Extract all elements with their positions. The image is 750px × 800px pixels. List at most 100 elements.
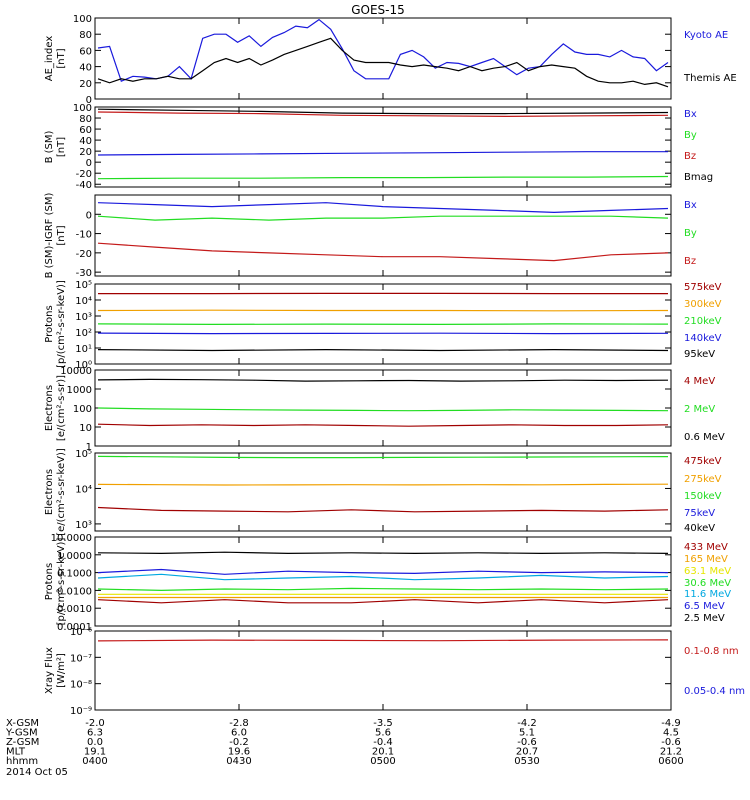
x-axis-value: 20.7 [516,747,538,758]
x-axis-row-label: hhmm [6,756,38,767]
panel-5: 1 10 100 1000 10000 Electrons [e/(cm²-s-sr)] 4 … [44,366,725,453]
x-axis-value: 19.1 [84,747,106,758]
legend-label: 4 MeV [684,376,715,387]
x-axis-value: 0600 [658,756,683,767]
series-line [97,568,669,575]
x-axis-value: -0.6 [661,737,681,748]
x-axis-row-label: Y-GSM [5,728,38,739]
legend-label: 275keV [684,474,722,485]
y-axis-label: AE_index [44,36,55,82]
y-tick-label: 1000 [67,385,92,396]
series-line [97,551,669,555]
series-line [97,639,669,642]
x-axis-value: 5.6 [375,728,391,739]
x-axis-value: 6.0 [231,728,247,739]
y-tick-label: 0.0010 [57,604,92,615]
legend-label: 165 MeV [684,554,728,565]
y-axis-label: B (SM) [44,130,55,163]
series-line [97,215,669,221]
legend-label: 150keV [684,491,722,502]
legend-label: Bx [684,200,697,211]
series-line [97,37,669,88]
x-axis-value: -0.2 [229,737,249,748]
y-tick-label: 80 [79,30,92,41]
y-tick-label: -20 [76,169,92,180]
series-line [97,506,669,513]
x-axis-value: 20.1 [372,747,394,758]
panel-7: 0.0001 0.0010 0.0100 0.1000 1.0000 10.0000 Pro… [44,533,731,633]
legend-label: 30.6 MeV [684,578,731,589]
y-tick-label: 10⁵ [75,449,92,460]
x-axis-value: 5.1 [519,728,535,739]
panel-4: 10⁰ 10¹ 10² 10³ 10⁴ 10⁵ Protons [p/(cm²-s-sr-ke… [44,280,722,371]
series-line [97,599,669,604]
series-line [97,175,669,180]
legend-label: Bz [684,151,696,162]
y-tick-label: 20 [79,147,92,158]
legend-label: 95keV [684,349,715,360]
series-line [97,202,669,214]
y-tick-label: 10⁻⁷ [70,653,92,664]
y-axis-label: [p/(cm²-s-sr-keV)] [56,538,67,626]
legend-label: 40keV [684,523,715,534]
y-tick-label: 0.0100 [57,586,92,597]
y-tick-label: 0 [86,95,92,106]
legend-label: 6.5 MeV [684,601,725,612]
y-tick-label: -10 [76,230,92,241]
y-axis-label: [e/(cm²-s-sr)] [56,375,67,441]
y-tick-label: 10⁵ [75,280,92,291]
y-axis-label: [e/(cm²-s-sr-keV)] [56,448,67,536]
x-axis-value: 0400 [82,756,107,767]
y-tick-label: 0.0001 [57,622,92,633]
panel-frame [94,106,672,188]
legend-label: By [684,130,697,141]
y-tick-label: 1 [86,442,92,453]
legend-label: 140keV [684,333,722,344]
legend-label: 575keV [684,282,722,293]
legend-label: 11.6 MeV [684,589,731,600]
y-tick-label: 10 [79,423,92,434]
series-line [97,423,669,427]
legend-label: Themis AE [683,73,737,84]
panel-frame [94,536,672,627]
y-tick-label: 10⁴ [75,296,92,307]
y-tick-label: 10³ [75,520,92,531]
y-tick-label: 10⁰ [75,360,92,371]
x-axis-value: 4.5 [663,728,679,739]
panel-1: 0 20 40 60 80 100 AE_index [nT] Kyoto AE Themis A… [44,14,737,106]
y-tick-label: 60 [79,125,92,136]
y-tick-label: 40 [79,136,92,147]
y-tick-label: 0 [86,210,92,221]
y-tick-label: 40 [79,63,92,74]
y-axis-label: Electrons [44,469,55,515]
series-line [97,108,669,115]
x-axis-table: X-GSM -2.0 -2.8 -3.5 -4.2 -4.9 Y-GSM 6.3 6.0 5.6 5… [5,718,684,767]
y-tick-label: 60 [79,46,92,57]
series-line [97,151,668,156]
y-axis-label: [nT] [56,225,67,245]
y-tick-label: 10⁴ [75,484,92,495]
y-tick-label: 10.0000 [51,533,92,544]
x-axis-value: 0.0 [87,737,103,748]
y-tick-label: 10⁻⁹ [70,706,92,717]
legend-label: 2.5 MeV [684,613,725,624]
y-tick-label: 0.1000 [57,569,92,580]
y-tick-label: 0 [86,158,92,169]
panel-6: 10³ 10⁴ 10⁵ Electrons [e/(cm²-s-sr-keV)] 475k… [44,448,722,536]
x-axis-value: 19.6 [228,747,250,758]
y-tick-label: 100 [73,103,92,114]
y-axis-label: [W/m²] [56,653,67,688]
y-axis-label: Protons [44,305,55,342]
legend-label: 210keV [684,316,722,327]
legend-label: By [684,228,697,239]
series-line [97,309,669,312]
y-tick-label: 100 [73,404,92,415]
x-axis-value: 0500 [370,756,395,767]
y-tick-label: -30 [76,268,92,279]
x-axis-value: 0430 [226,756,251,767]
panel-3: -30 -20 -10 0 B (SM)-IGRF (SM) [nT] Bx By Bz [44,193,697,280]
legend-label: Bmag [684,172,713,183]
series-line [97,332,669,335]
x-axis-value: 6.3 [87,728,103,739]
